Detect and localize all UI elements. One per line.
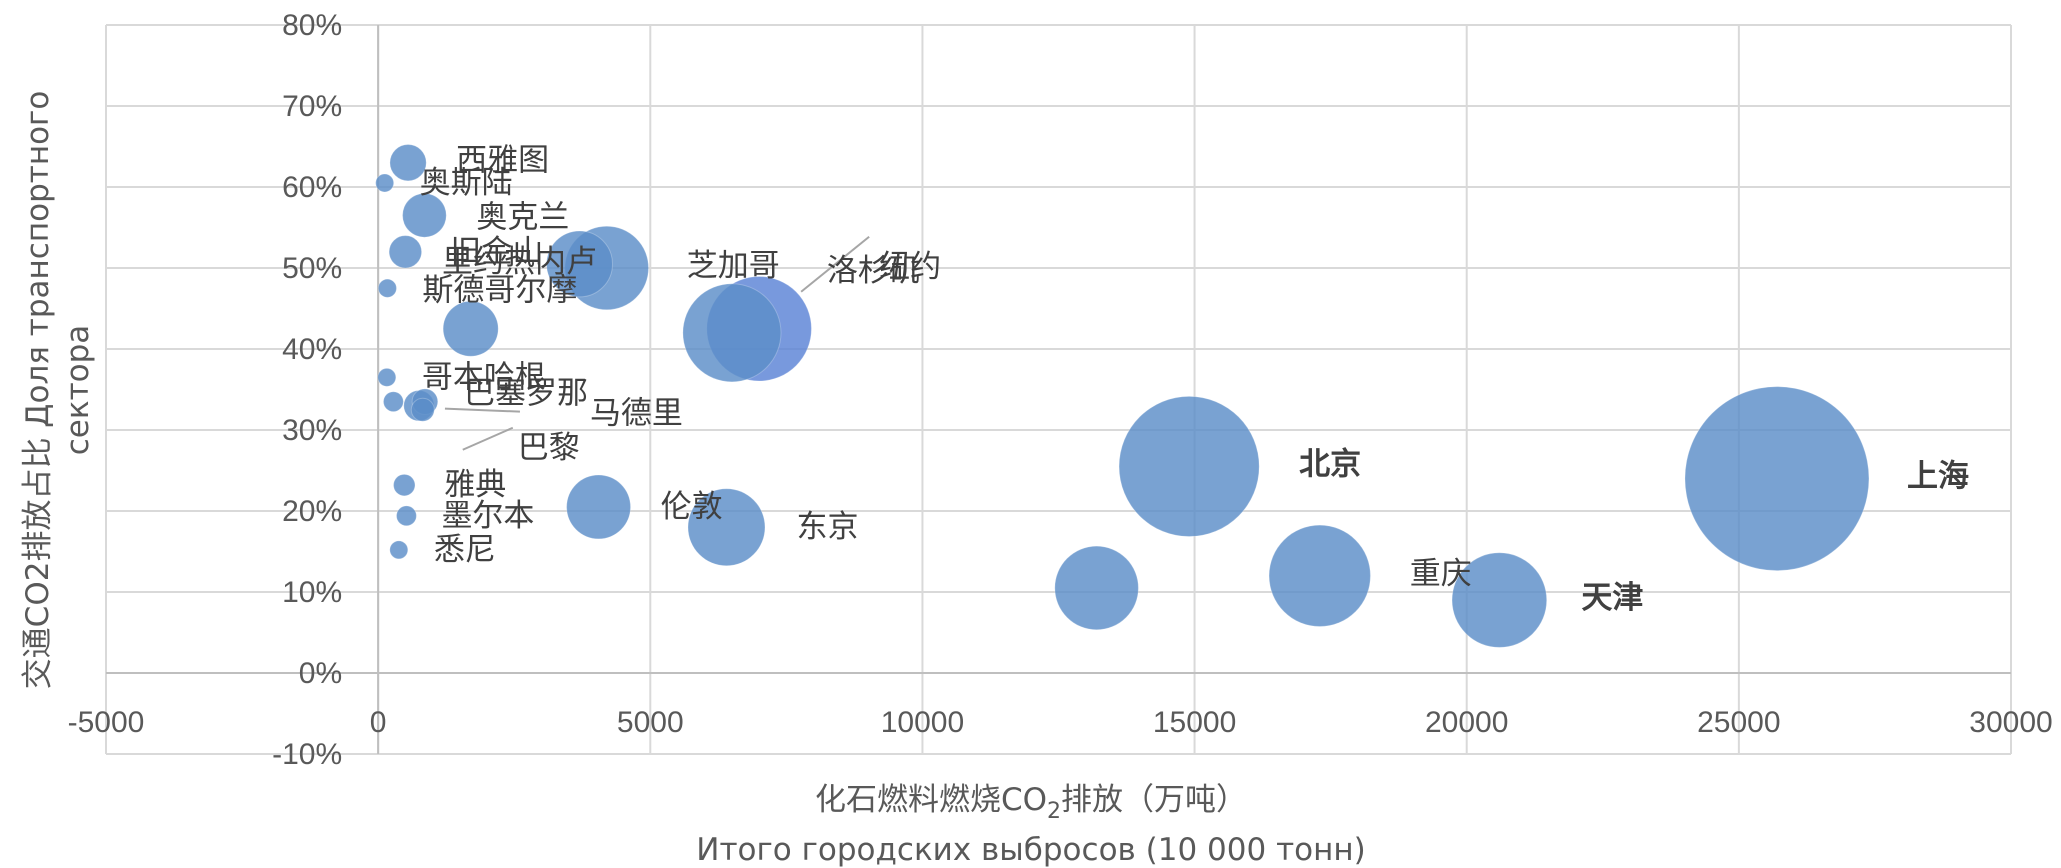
bubble-重庆: [1268, 524, 1371, 627]
y-axis-title-line2: сектора: [60, 325, 96, 456]
bubble-label: 上海: [1907, 459, 1969, 495]
bubble-里约热内卢: [546, 230, 613, 298]
bubble-label: 芝加哥: [687, 248, 780, 284]
leader-line: [444, 407, 520, 413]
bubble-label: 北京: [1299, 446, 1361, 482]
y-tick-label: 20%: [282, 495, 342, 528]
y-axis-tick-labels: -10% 0% 10% 20% 30% 40% 50% 60% 70% 80%: [272, 9, 342, 771]
bubble-label: 雅典: [444, 467, 506, 503]
y-tick-label: 0%: [299, 657, 342, 690]
bubble-label: 哥本哈根: [422, 359, 546, 395]
bubble-巴黎: [410, 397, 435, 422]
bubble-unlabeled: [442, 300, 499, 357]
y-axis-title-line1: 交通CO2排放占比 Доля транспортного: [20, 91, 56, 690]
bubble-label: 墨尔本: [441, 498, 534, 534]
leader-line: [462, 426, 514, 451]
bubble-悉尼: [389, 540, 409, 560]
x-tick-label: 10000: [881, 706, 964, 739]
bubble-label: 东京: [796, 509, 858, 545]
bubble-label: 纽约: [879, 249, 941, 285]
bubble-西雅图: [389, 144, 427, 182]
y-tick-label: 30%: [282, 414, 342, 447]
x-tick-label: 15000: [1153, 706, 1236, 739]
bubble-label: 洛杉矶: [827, 253, 920, 289]
x-tick-label: 20000: [1425, 706, 1508, 739]
leader-lines: [444, 235, 870, 451]
bubble-label: 斯德哥尔摩: [422, 272, 577, 308]
y-tick-label: 40%: [282, 333, 342, 366]
bubble-洛杉矶: [682, 283, 782, 383]
bubble-series: [375, 144, 1870, 648]
bubble-天津: [1451, 552, 1548, 648]
bubble-奥斯陆: [375, 173, 395, 193]
bubble-label: 西雅图: [456, 143, 549, 179]
bubble-label: 里约热内卢: [442, 244, 597, 280]
bubble-上海: [1684, 386, 1870, 572]
bubble-label: 马德里: [590, 396, 683, 432]
y-tick-label: 80%: [282, 9, 342, 42]
x-axis-title-ru: Итого городских выбросов (10 000 тонн): [696, 832, 1365, 868]
y-axis-title: 交通CO2排放占比 Доля транспортного сектора: [20, 91, 96, 690]
x-tick-label: 5000: [617, 706, 684, 739]
bubble-雅典: [393, 473, 416, 497]
x-tick-label: -5000: [68, 706, 145, 739]
y-tick-label: -10%: [272, 738, 342, 771]
bubble-unlabeled: [382, 391, 404, 413]
bubble-东京: [687, 488, 766, 567]
zero-axes: [106, 25, 2011, 754]
bubble-斯德哥尔摩: [377, 278, 397, 298]
bubble-label: 巴塞罗那: [464, 376, 588, 412]
bubble-旧金山: [388, 235, 423, 269]
x-axis-title-subscript: 2: [1047, 799, 1061, 824]
bubble-label: 重庆: [1410, 556, 1472, 592]
bubble-label: 旧金山: [450, 234, 543, 270]
bubble-墨尔本: [396, 505, 417, 527]
x-axis-tick-labels: -5000 0 5000 10000 15000 20000 25000 30000: [68, 706, 2053, 739]
x-axis-title-cn: 化石燃料燃烧CO2排放（万吨）: [815, 782, 1247, 824]
y-tick-label: 50%: [282, 252, 342, 285]
x-tick-label: 25000: [1697, 706, 1780, 739]
bubble-北京: [1118, 395, 1260, 538]
leader-line: [800, 235, 870, 293]
bubble-label: 天津: [1581, 580, 1643, 616]
bubble-label: 悉尼: [434, 532, 496, 568]
bubble-奥克兰: [402, 192, 447, 238]
bubble-哥本哈根: [377, 367, 397, 387]
x-tick-label: 0: [370, 706, 387, 739]
bubble-label: 奥克兰: [476, 199, 569, 235]
bubble-label: 奥斯陆: [420, 165, 513, 201]
bubble-伦敦: [566, 474, 632, 540]
y-tick-label: 10%: [282, 576, 342, 609]
x-tick-label: 30000: [1969, 706, 2052, 739]
y-tick-label: 60%: [282, 171, 342, 204]
bubble-label: 伦敦: [661, 489, 723, 525]
bubble-label: 巴黎: [518, 430, 580, 466]
y-tick-label: 70%: [282, 90, 342, 123]
bubble-unlabeled: [1054, 545, 1139, 631]
